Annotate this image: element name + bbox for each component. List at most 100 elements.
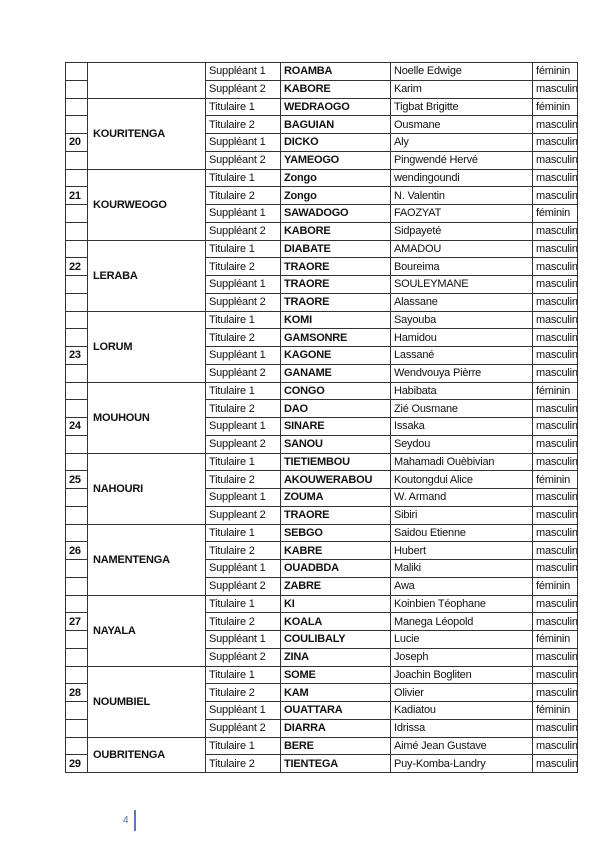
gender-cell: masculin bbox=[532, 310, 578, 330]
surname-cell: DICKO bbox=[280, 133, 391, 152]
table-row: LORUM Titulaire 1 KOMI Sayouba masculin bbox=[65, 310, 578, 383]
table-row: Suppleant 2 SANOU Seydou masculin bbox=[65, 434, 578, 454]
role-cell: Suppleant 2 bbox=[205, 434, 281, 454]
gender-cell: masculin bbox=[532, 399, 578, 418]
gender-cell: féminin bbox=[532, 701, 578, 720]
surname-cell: KOALA bbox=[280, 612, 391, 631]
surname-cell: KABORE bbox=[280, 79, 391, 99]
table-row: Suppleant 2 TRAORE Sibiri masculin bbox=[65, 505, 578, 525]
firstname-cell: Saidou Etienne bbox=[390, 523, 533, 543]
district-number-cell: 24 bbox=[65, 417, 88, 436]
firstname-cell: W. Armand bbox=[390, 488, 533, 507]
gender-cell: masculin bbox=[532, 452, 578, 472]
role-cell: Titulaire 2 bbox=[205, 683, 281, 702]
firstname-cell: Sibiri bbox=[390, 505, 533, 525]
surname-cell: GAMSONRE bbox=[280, 328, 391, 347]
gender-cell: masculin bbox=[532, 736, 578, 756]
firstname-cell: Koutongdui Alice bbox=[390, 470, 533, 489]
district-number-cell bbox=[65, 630, 88, 649]
firstname-cell: wendingoundi bbox=[390, 168, 533, 188]
surname-cell: WEDRAOGO bbox=[280, 97, 391, 117]
gender-cell: masculin bbox=[532, 292, 578, 312]
gender-cell: masculin bbox=[532, 133, 578, 152]
province-cell: NAYALA bbox=[87, 594, 206, 667]
surname-cell: ZABRE bbox=[280, 576, 391, 596]
surname-cell: ZOUMA bbox=[280, 488, 391, 507]
province-cell: KOURITENGA bbox=[87, 97, 206, 170]
district-number-cell: 29 bbox=[65, 754, 88, 773]
table-row: 20 Suppléant 1 DICKO Aly masculin bbox=[65, 133, 578, 152]
table-row: 26 Titulaire 2 KABRE Hubert masculin bbox=[65, 541, 578, 560]
surname-cell: DAO bbox=[280, 399, 391, 418]
district-number-cell bbox=[65, 718, 88, 738]
district-number-cell bbox=[65, 559, 88, 578]
table-row: NOUMBIEL Titulaire 1 SOME Joachin Bogliten m… bbox=[65, 665, 578, 738]
firstname-cell: Maliki bbox=[390, 559, 533, 578]
firstname-cell: Aimé Jean Gustave bbox=[390, 736, 533, 756]
surname-cell: KI bbox=[280, 594, 391, 614]
role-cell: Titulaire 1 bbox=[205, 310, 281, 330]
surname-cell: SANOU bbox=[280, 434, 391, 454]
table-row: NAMENTENGA Titulaire 1 SEBGO Saidou Etienne… bbox=[65, 523, 578, 596]
role-cell: Titulaire 2 bbox=[205, 612, 281, 631]
role-cell: Suppléant 1 bbox=[205, 275, 281, 294]
district-number-cell bbox=[65, 97, 88, 117]
gender-cell: masculin bbox=[532, 647, 578, 667]
role-cell: Suppléant 1 bbox=[205, 630, 281, 649]
role-cell: Suppléant 1 bbox=[205, 204, 281, 223]
district-number-cell bbox=[65, 399, 88, 418]
gender-cell: masculin bbox=[532, 683, 578, 702]
gender-cell: féminin bbox=[532, 62, 578, 81]
district-number-cell bbox=[65, 292, 88, 312]
province-cell: LORUM bbox=[87, 310, 206, 383]
surname-cell: OUADBDA bbox=[280, 559, 391, 578]
firstname-cell: Sidpayeté bbox=[390, 221, 533, 241]
surname-cell: SOME bbox=[280, 665, 391, 685]
firstname-cell: AMADOU bbox=[390, 239, 533, 259]
firstname-cell: Pingwendé Hervé bbox=[390, 150, 533, 170]
gender-cell: masculin bbox=[532, 488, 578, 507]
gender-cell: masculin bbox=[532, 239, 578, 259]
table-row: OUBRITENGA Titulaire 1 BERE Aimé Jean Gusta… bbox=[65, 736, 578, 773]
surname-cell: Zongo bbox=[280, 168, 391, 188]
gender-cell: masculin bbox=[532, 612, 578, 631]
district-number-cell bbox=[65, 328, 88, 347]
district-number-cell bbox=[65, 647, 88, 667]
role-cell: Titulaire 1 bbox=[205, 665, 281, 685]
gender-cell: masculin bbox=[532, 505, 578, 525]
gender-cell: masculin bbox=[532, 168, 578, 188]
district-number-cell bbox=[65, 275, 88, 294]
surname-cell: Zongo bbox=[280, 186, 391, 205]
role-cell: Titulaire 2 bbox=[205, 754, 281, 773]
table-row: Suppléant 2 YAMEOGO Pingwendé Hervé masculi… bbox=[65, 150, 578, 170]
surname-cell: DIARRA bbox=[280, 718, 391, 738]
surname-cell: COULIBALY bbox=[280, 630, 391, 649]
table-row: 29 Titulaire 2 TIENTEGA Puy-Komba-Landry mas… bbox=[65, 754, 578, 773]
surname-cell: AKOUWERABOU bbox=[280, 470, 391, 489]
role-cell: Suppléant 2 bbox=[205, 150, 281, 170]
firstname-cell: Wendvouya Pièrre bbox=[390, 363, 533, 383]
surname-cell: ROAMBA bbox=[280, 62, 391, 81]
province-cell: LERABA bbox=[87, 239, 206, 312]
gender-cell: féminin bbox=[532, 97, 578, 117]
district-number-cell bbox=[65, 62, 88, 81]
surname-cell: ZINA bbox=[280, 647, 391, 667]
firstname-cell: Sayouba bbox=[390, 310, 533, 330]
gender-cell: masculin bbox=[532, 541, 578, 560]
role-cell: Suppléant 2 bbox=[205, 718, 281, 738]
district-number-cell: 28 bbox=[65, 683, 88, 702]
role-cell: Titulaire 1 bbox=[205, 97, 281, 117]
role-cell: Titulaire 1 bbox=[205, 168, 281, 188]
firstname-cell: Issaka bbox=[390, 417, 533, 436]
role-cell: Suppléant 1 bbox=[205, 62, 281, 81]
surname-cell: SINARE bbox=[280, 417, 391, 436]
gender-cell: masculin bbox=[532, 328, 578, 347]
firstname-cell: Awa bbox=[390, 576, 533, 596]
gender-cell: masculin bbox=[532, 434, 578, 454]
gender-cell: féminin bbox=[532, 576, 578, 596]
role-cell: Titulaire 1 bbox=[205, 523, 281, 543]
surname-cell: SAWADOGO bbox=[280, 204, 391, 223]
district-number-cell: 26 bbox=[65, 541, 88, 560]
surname-cell: TRAORE bbox=[280, 257, 391, 276]
surname-cell: YAMEOGO bbox=[280, 150, 391, 170]
